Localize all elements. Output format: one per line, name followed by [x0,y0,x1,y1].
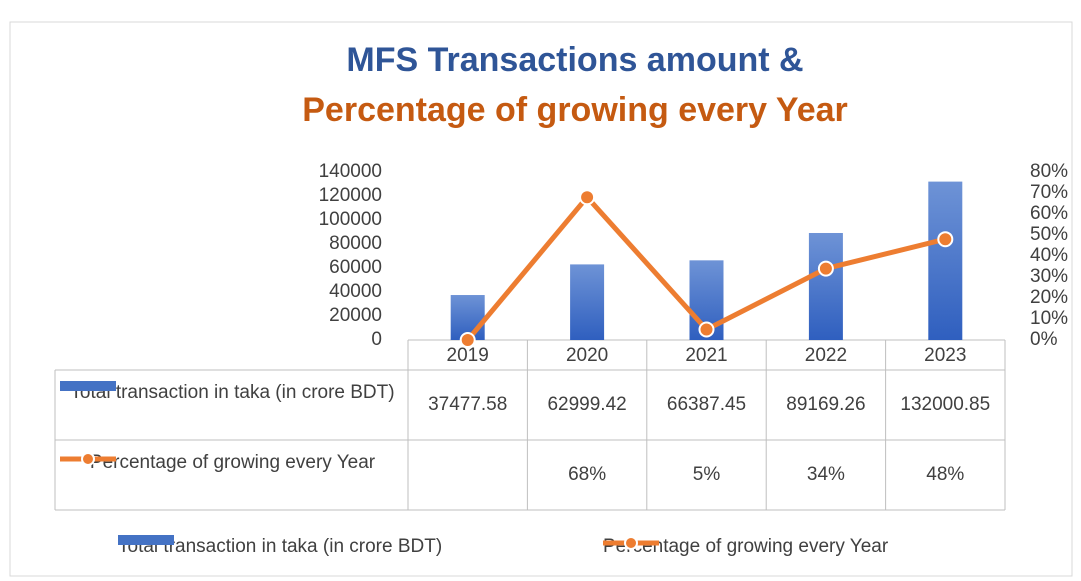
legend-icon [603,536,659,550]
bar [928,181,963,340]
table-cell: 66387.45 [667,394,746,415]
chart-title: MFS Transactions amount & [346,41,803,79]
x-tick-label: 2021 [685,345,727,366]
legend-icon [60,381,116,391]
x-tick-label: 2023 [924,345,966,366]
legend-label: Total transaction in taka (in crore BDT) [118,536,443,557]
row-label-text: Percentage of growing every Year [89,452,376,473]
chart-frame [9,21,1073,577]
y2-tick-label: 0% [1030,329,1058,350]
y-tick-label: 140000 [319,161,382,182]
line-marker [937,231,954,248]
y-tick-label: 20000 [329,305,382,326]
y-tick-label: 60000 [329,257,382,278]
y2-tick-label: 10% [1030,308,1068,329]
x-tick-label: 2019 [447,345,489,366]
table-cell: 62999.42 [547,394,626,415]
chart-subtitle: Percentage of growing every Year [302,91,848,129]
y-tick-label: 40000 [329,281,382,302]
table-row-label: Percentage of growing every Year [60,451,405,475]
y2-tick-label: 40% [1030,245,1068,266]
table-cell: 89169.26 [786,394,865,415]
y2-tick-label: 30% [1030,266,1068,287]
legend-label: Percentage of growing every Year [603,536,889,557]
row-label-text: Total transaction in taka (in crore BDT) [70,382,395,403]
x-tick-label: 2022 [805,345,847,366]
legend-item: Percentage of growing every Year [603,535,888,559]
y-tick-label: 80000 [329,233,382,254]
table-cell: 48% [926,464,964,485]
table-cell: 68% [568,464,606,485]
legend-icon [118,535,174,545]
bar [570,264,605,340]
y2-tick-label: 20% [1030,287,1068,308]
line-marker [817,260,834,277]
y-tick-label: 100000 [319,209,382,230]
table-cell: 132000.85 [900,394,990,415]
table-row-label: Total transaction in taka (in crore BDT) [60,381,405,405]
table-cell: 5% [693,464,721,485]
y2-tick-label: 50% [1030,224,1068,245]
table-cell: 34% [807,464,845,485]
line-marker [579,189,596,206]
table-cell: 37477.58 [428,394,507,415]
line-marker [459,332,476,348]
x-tick-label: 2020 [566,345,608,366]
legend-item: Total transaction in taka (in crore BDT) [118,535,442,559]
y2-tick-label: 70% [1030,182,1068,203]
y-tick-label: 0 [371,329,382,350]
y2-tick-label: 60% [1030,203,1068,224]
y2-tick-label: 80% [1030,161,1068,182]
legend-icon [60,452,116,466]
line-marker [698,321,715,338]
y-tick-label: 120000 [319,185,382,206]
bar [808,232,843,340]
